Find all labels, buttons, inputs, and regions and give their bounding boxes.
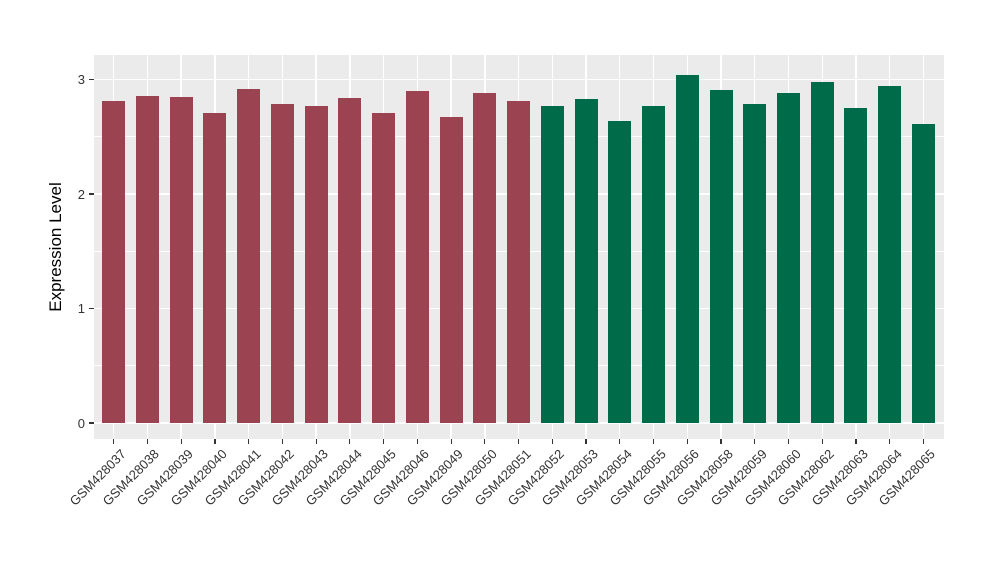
x-tick-GSM428053 [585,439,587,444]
bar-GSM428053 [574,98,598,423]
x-tick-GSM428065 [922,439,925,444]
bar-GSM428044 [338,97,362,423]
bar-GSM428055 [642,105,666,423]
bar-GSM428040 [203,112,227,423]
x-tick-GSM428040 [214,439,216,444]
bar-GSM428051 [507,101,531,423]
bar-GSM428063 [844,108,868,423]
plot-panel [93,55,944,439]
x-tick-GSM428056 [686,439,688,444]
x-tick-GSM428054 [619,439,621,444]
bar-GSM428056 [675,74,699,423]
y-axis-title: Expression Level [46,182,65,312]
x-tick-GSM428058 [720,439,722,444]
x-tick-GSM428060 [787,439,790,444]
bar-GSM428058 [709,89,733,423]
x-tick-GSM428051 [517,439,520,444]
x-tick-GSM428052 [551,439,553,444]
x-tick-GSM428049 [450,439,452,444]
bar-GSM428059 [743,103,767,423]
bar-GSM428042 [270,103,294,423]
x-tick-GSM428043 [315,439,317,444]
y-tick-label-3: 3 [77,72,85,87]
y-tick-0 [89,422,94,424]
x-tick-GSM428037 [113,439,115,444]
x-tick-GSM428062 [821,439,823,444]
x-tick-GSM428042 [281,439,283,444]
bar-GSM428045 [372,112,396,423]
bar-GSM428054 [608,120,632,423]
x-tick-GSM428050 [484,439,486,444]
x-tick-GSM428045 [383,439,385,444]
bar-GSM428049 [439,117,463,423]
bar-GSM428039 [169,96,193,423]
x-tick-GSM428063 [855,439,857,444]
bar-GSM428065 [911,124,935,423]
x-tick-GSM428064 [889,439,891,444]
bar-GSM428062 [810,81,834,423]
bar-GSM428052 [540,105,564,423]
x-tick-GSM428059 [754,439,756,444]
y-tick-label-2: 2 [77,186,85,202]
y-tick-label-0: 0 [77,415,85,431]
bar-GSM428064 [878,86,902,423]
x-tick-GSM428039 [180,439,182,444]
bar-GSM428046 [405,90,429,423]
bar-GSM428060 [777,93,800,423]
bar-GSM428050 [473,93,497,423]
bar-GSM428037 [102,101,126,423]
y-tick-3 [89,78,94,81]
y-tick-label-1: 1 [77,301,85,316]
x-tick-GSM428038 [146,439,149,444]
x-tick-GSM428055 [652,439,655,444]
x-tick-GSM428041 [248,439,250,444]
x-tick-GSM428046 [416,439,418,444]
y-tick-1 [89,307,94,310]
bar-GSM428038 [135,95,159,423]
y-tick-2 [89,193,94,195]
x-tick-GSM428044 [349,439,351,444]
bar-GSM428041 [237,88,261,423]
bar-GSM428043 [304,105,328,423]
